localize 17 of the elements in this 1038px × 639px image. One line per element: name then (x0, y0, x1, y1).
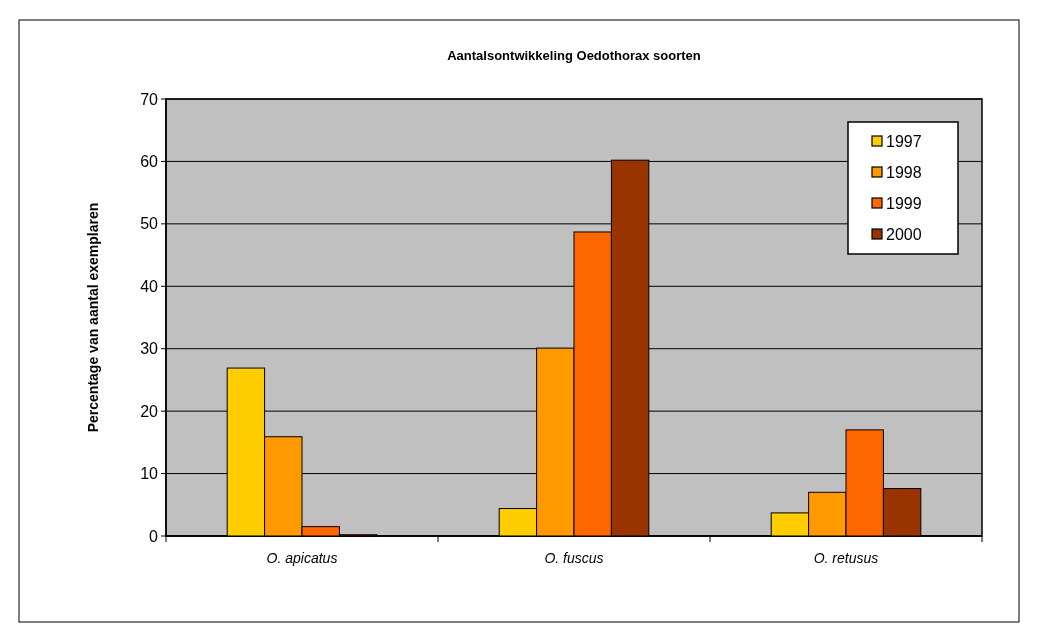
legend-label: 1998 (886, 163, 922, 181)
y-tick-label: 50 (140, 215, 159, 233)
y-tick-label: 70 (140, 90, 159, 108)
y-tick-label: 0 (149, 527, 159, 545)
legend-label: 1997 (886, 132, 922, 150)
y-tick-label: 20 (140, 402, 159, 420)
chart-title: Aantalsontwikkeling Oedothorax soorten (447, 48, 701, 63)
y-tick-label: 40 (140, 277, 159, 295)
x-tick-label: O. apicatus (266, 550, 338, 566)
legend-label: 2000 (886, 225, 922, 243)
y-axis-title: Percentage van aantal exemplaren (85, 202, 101, 433)
legend-label: 1999 (886, 194, 922, 212)
y-tick-label: 60 (140, 153, 159, 171)
x-tick-label: O. fuscus (544, 550, 604, 566)
x-tick-label: O. retusus (813, 550, 879, 566)
y-tick-label: 30 (140, 340, 159, 358)
y-tick-label: 10 (140, 465, 159, 483)
